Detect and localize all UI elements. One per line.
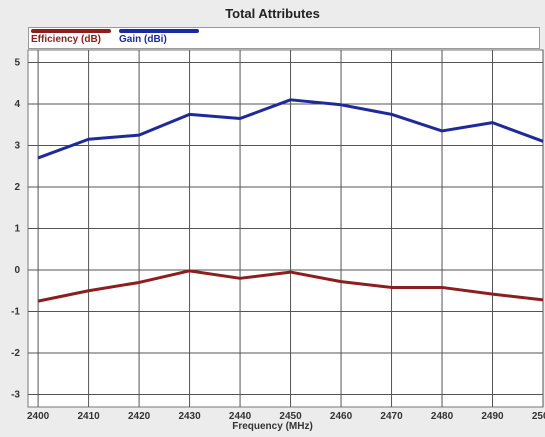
x-tick-label: 2410 bbox=[77, 411, 100, 422]
y-tick-label: 3 bbox=[14, 140, 20, 151]
series-line-gain bbox=[37, 98, 544, 160]
y-tick-label: -2 bbox=[11, 348, 20, 359]
y-tick-label: -3 bbox=[11, 390, 20, 401]
legend-swatch-efficiency bbox=[31, 29, 111, 33]
legend-label-efficiency: Efficiency (dB) bbox=[31, 34, 102, 45]
x-tick-label: 2430 bbox=[178, 411, 201, 422]
legend-swatch-gain bbox=[119, 29, 199, 33]
x-tick-label: 2490 bbox=[481, 411, 504, 422]
y-tick-label: 5 bbox=[14, 57, 20, 68]
x-axis-label: Frequency (MHz) bbox=[232, 421, 313, 432]
legend-item-gain: Gain (dBi) bbox=[119, 28, 203, 48]
x-tick-label: 2420 bbox=[128, 411, 151, 422]
x-tick-label: 2500 bbox=[532, 411, 545, 422]
legend-item-efficiency: Efficiency (dB) bbox=[31, 28, 115, 48]
legend-label-gain: Gain (dBi) bbox=[119, 34, 167, 45]
y-tick-label: -1 bbox=[11, 307, 20, 318]
y-tick-label: 2 bbox=[14, 182, 20, 193]
y-tick-label: 0 bbox=[14, 265, 20, 276]
series-line-efficiency bbox=[37, 269, 544, 303]
x-tick-label: 2450 bbox=[279, 411, 302, 422]
x-tick-label: 2400 bbox=[27, 411, 50, 422]
x-tick-label: 2480 bbox=[431, 411, 454, 422]
x-tick-label: 2440 bbox=[229, 411, 252, 422]
x-tick-label: 2470 bbox=[380, 411, 403, 422]
y-tick-label: 1 bbox=[14, 224, 20, 235]
legend: Efficiency (dB) Gain (dBi) bbox=[28, 27, 540, 49]
y-tick-label: 4 bbox=[14, 99, 20, 110]
chart-title: Total Attributes bbox=[225, 6, 320, 21]
x-tick-label: 2460 bbox=[330, 411, 353, 422]
